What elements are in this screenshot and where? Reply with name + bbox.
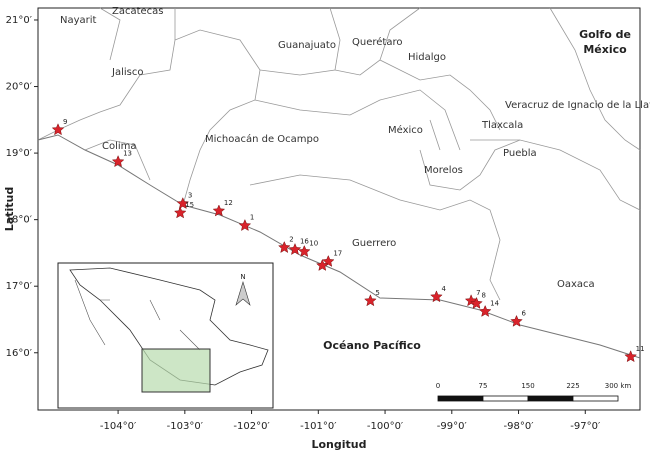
sea-label: Golfo de <box>579 28 631 41</box>
region-label: Querétaro <box>352 36 402 48</box>
region-label: Oaxaca <box>557 279 595 290</box>
x-tick-label: -98°0′ <box>504 421 535 432</box>
region-label: Guanajuato <box>278 40 336 51</box>
site-label: 8 <box>481 292 485 300</box>
scale-bar-label: 150 <box>521 382 534 390</box>
sea-label: Océano Pacífico <box>323 339 421 352</box>
y-tick-label: 19°0′ <box>6 148 33 159</box>
x-tick-label: -97°0′ <box>570 421 601 432</box>
x-tick-label: -101°0′ <box>300 421 337 432</box>
region-label: Tlaxcala <box>481 120 523 131</box>
site-marker <box>212 204 226 217</box>
scale-bar-label: 0 <box>436 382 440 390</box>
scale-bar-segment <box>527 395 574 402</box>
scale-bar-segment <box>482 395 529 402</box>
region-label: Morelos <box>424 165 463 176</box>
site-marker <box>464 294 478 307</box>
site-label: 2 <box>289 236 293 244</box>
region-label: Hidalgo <box>408 52 446 63</box>
site-marker <box>321 254 335 267</box>
site-marker <box>470 296 483 309</box>
y-tick-label: 21°0′ <box>6 15 33 26</box>
site-marker <box>238 218 252 232</box>
site-label: 1 <box>250 214 254 222</box>
site-marker <box>51 123 65 136</box>
region-label: Guerrero <box>352 238 396 249</box>
region-label: Nayarit <box>60 15 97 26</box>
borders <box>37 7 641 359</box>
x-tick-label: -104°0′ <box>100 421 137 432</box>
north-label: N <box>240 273 245 281</box>
site-marker <box>173 206 187 219</box>
site-label: 10 <box>309 240 318 248</box>
site-marker <box>624 350 638 363</box>
x-tick-label: -102°0′ <box>233 421 270 432</box>
x-axis-label: Longitud <box>311 438 366 451</box>
site-label: 13 <box>123 150 132 158</box>
site-marker <box>315 258 329 271</box>
region-label: Colima <box>102 141 137 152</box>
site-marker <box>364 294 377 307</box>
site-marker <box>478 304 492 317</box>
region-label: Puebla <box>503 148 537 159</box>
x-tick-label: -103°0′ <box>167 421 204 432</box>
y-tick-label: 20°0′ <box>6 82 33 93</box>
site-label: 5 <box>375 289 379 297</box>
region-label: Zacatecas <box>112 6 164 17</box>
x-tick-label: -99°0′ <box>437 421 468 432</box>
site-label: 6 <box>522 309 527 317</box>
region-label: Jalisco <box>111 67 143 78</box>
region-label: Veracruz de Ignacio de la Llave <box>505 100 650 111</box>
site-label: 12 <box>224 199 233 207</box>
site-marker <box>277 240 291 254</box>
site-marker <box>288 242 302 256</box>
scale-bar-segment <box>437 395 484 402</box>
site-marker <box>510 314 523 327</box>
site-label: 16 <box>300 238 309 246</box>
x-tick-label: -100°0′ <box>367 421 404 432</box>
region-label: México <box>388 124 423 136</box>
site-label: 9 <box>63 118 67 126</box>
y-tick-label: 18°0′ <box>6 215 33 226</box>
inset-map: N <box>57 262 274 409</box>
site-marker <box>297 244 311 258</box>
scale-bar-label: 225 <box>566 382 579 390</box>
sea-label: México <box>583 43 627 56</box>
site-label: 14 <box>490 299 499 307</box>
site-label: 7 <box>476 289 480 297</box>
region-label: Michoacán de Ocampo <box>205 133 319 145</box>
site-label: 3 <box>188 192 192 200</box>
site-label: 4 <box>441 285 446 293</box>
site-marker <box>430 290 443 303</box>
y-tick-label: 16°0′ <box>6 348 33 359</box>
scale-bar-label: 300 km <box>605 382 632 390</box>
site-marker <box>111 155 125 168</box>
site-label: 11 <box>636 345 645 353</box>
y-tick-label: 17°0′ <box>6 281 33 292</box>
site-marker <box>176 197 190 210</box>
scale-bar-segment <box>572 395 619 402</box>
site-label: 15 <box>185 201 194 209</box>
y-axis-label: Latitud <box>3 187 16 231</box>
site-label: 17 <box>333 250 342 258</box>
scale-bar-label: 75 <box>479 382 488 390</box>
